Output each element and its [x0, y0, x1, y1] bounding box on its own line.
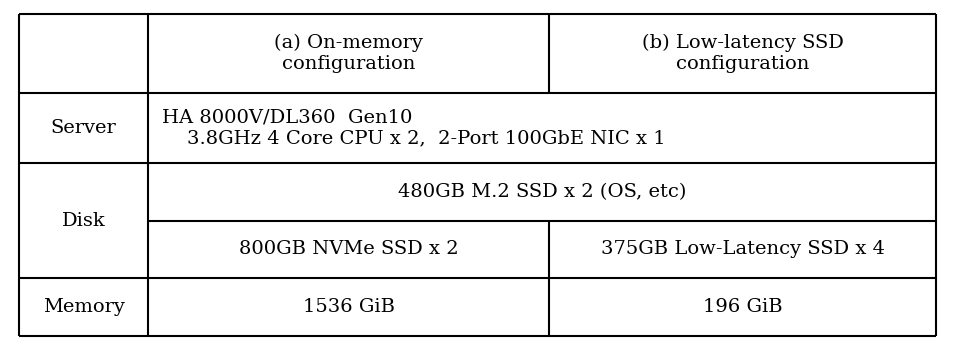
Text: 800GB NVMe SSD x 2: 800GB NVMe SSD x 2 — [239, 240, 458, 258]
Text: (b) Low-latency SSD
configuration: (b) Low-latency SSD configuration — [642, 34, 843, 73]
Text: 196 GiB: 196 GiB — [703, 298, 782, 316]
Text: Server: Server — [51, 119, 117, 137]
Text: 480GB M.2 SSD x 2 (OS, etc): 480GB M.2 SSD x 2 (OS, etc) — [398, 183, 686, 201]
Text: (a) On-memory
configuration: (a) On-memory configuration — [274, 34, 423, 73]
Text: 1536 GiB: 1536 GiB — [303, 298, 394, 316]
Text: Disk: Disk — [62, 211, 105, 230]
Text: 375GB Low-Latency SSD x 4: 375GB Low-Latency SSD x 4 — [601, 240, 884, 258]
Text: Memory: Memory — [43, 298, 124, 316]
Text: HA 8000V/DL360  Gen10
    3.8GHz 4 Core CPU x 2,  2-Port 100GbE NIC x 1: HA 8000V/DL360 Gen10 3.8GHz 4 Core CPU x… — [162, 108, 666, 147]
